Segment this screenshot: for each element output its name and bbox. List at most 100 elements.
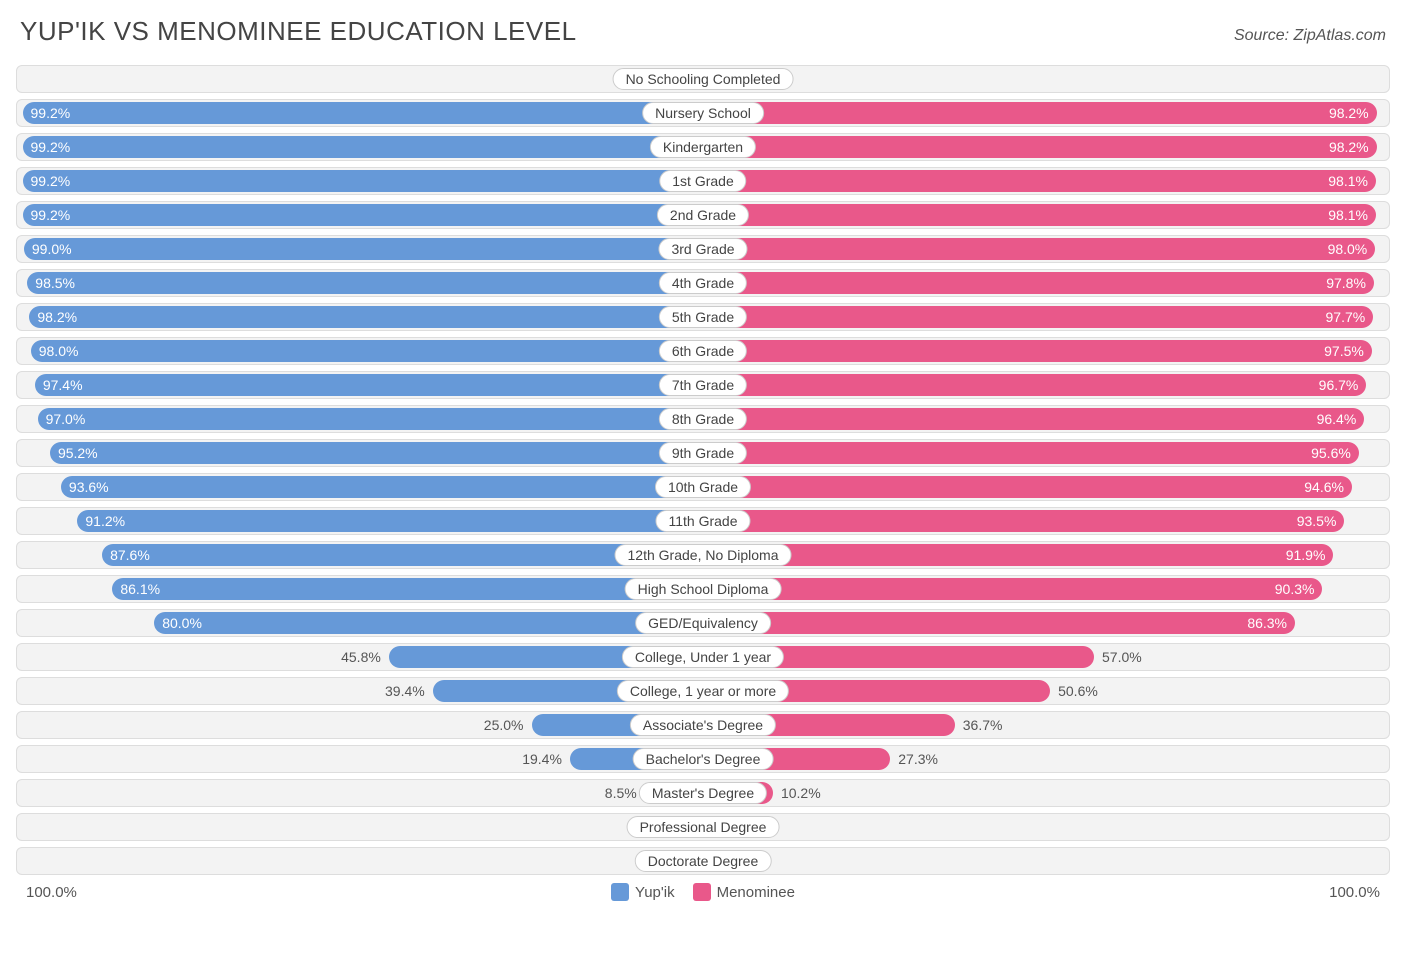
- chart-row: 99.0%98.0%3rd Grade: [16, 235, 1390, 263]
- value-label-left: 99.2%: [23, 174, 79, 188]
- value-label-left: 8.5%: [597, 786, 645, 800]
- value-label-right: 91.9%: [1278, 548, 1334, 562]
- bar-left: [77, 510, 703, 532]
- category-label: 12th Grade, No Diploma: [615, 544, 792, 566]
- value-label-left: 91.2%: [77, 514, 133, 528]
- bar-right: [703, 408, 1364, 430]
- chart-row: 45.8%57.0%College, Under 1 year: [16, 643, 1390, 671]
- bar-right: [703, 238, 1375, 260]
- value-label-left: 99.0%: [24, 242, 80, 256]
- bar-left: [23, 102, 704, 124]
- chart-row: 98.0% 97.5% 6th Grade: [16, 337, 1390, 365]
- value-label-right: 93.5%: [1289, 514, 1345, 528]
- bar-left: [29, 306, 703, 328]
- chart-row: 99.2%98.1%1st Grade: [16, 167, 1390, 195]
- value-label-right: 96.4%: [1309, 412, 1365, 426]
- source-label: Source:: [1234, 27, 1289, 44]
- bar-right: [703, 544, 1333, 566]
- butterfly-chart: 1.2%1.9%No Schooling Completed 99.2% 98.2%…: [16, 65, 1390, 875]
- value-label-left: 87.6%: [102, 548, 158, 562]
- category-label: 10th Grade: [655, 476, 751, 498]
- value-label-right: 98.1%: [1320, 208, 1376, 222]
- value-label-right: 27.3%: [890, 752, 946, 766]
- bar-right: [703, 374, 1366, 396]
- legend-item-right: Menominee: [693, 883, 795, 901]
- chart-source: Source: ZipAtlas.com: [1234, 27, 1386, 45]
- value-label-left: 95.2%: [50, 446, 106, 460]
- chart-footer: 100.0% Yup'ik Menominee 100.0%: [16, 883, 1390, 901]
- value-label-left: 80.0%: [154, 616, 210, 630]
- bar-left: [23, 170, 704, 192]
- source-name: ZipAtlas.com: [1294, 27, 1386, 44]
- chart-row: 25.0%36.7%Associate's Degree: [16, 711, 1390, 739]
- bar-left: [23, 136, 704, 158]
- bar-left: [61, 476, 703, 498]
- value-label-right: 10.2%: [773, 786, 829, 800]
- bar-left: [112, 578, 703, 600]
- value-label-left: 99.2%: [23, 140, 79, 154]
- legend: Yup'ik Menominee: [611, 883, 795, 901]
- chart-row: 93.6%94.6%10th Grade: [16, 473, 1390, 501]
- value-label-left: 86.1%: [112, 582, 168, 596]
- value-label-left: 98.0%: [31, 344, 87, 358]
- value-label-left: 19.4%: [514, 752, 570, 766]
- chart-row: 19.4%27.3%Bachelor's Degree: [16, 745, 1390, 773]
- bar-right: [703, 510, 1344, 532]
- value-label-right: 50.6%: [1050, 684, 1106, 698]
- category-label: Professional Degree: [627, 816, 780, 838]
- chart-row: 95.2%95.6%9th Grade: [16, 439, 1390, 467]
- value-label-left: 99.2%: [23, 106, 79, 120]
- category-label: College, Under 1 year: [622, 646, 784, 668]
- chart-row: 2.9%3.1%Professional Degree: [16, 813, 1390, 841]
- value-label-right: 36.7%: [955, 718, 1011, 732]
- chart-row: 39.4%50.6%College, 1 year or more: [16, 677, 1390, 705]
- bar-left: [23, 204, 704, 226]
- chart-row: 97.0% 96.4% 8th Grade: [16, 405, 1390, 433]
- value-label-right: 98.2%: [1321, 106, 1377, 120]
- chart-row: 86.1% 90.3% High School Diploma: [16, 575, 1390, 603]
- value-label-right: 98.2%: [1321, 140, 1377, 154]
- axis-right-max: 100.0%: [1329, 884, 1380, 901]
- category-label: 1st Grade: [659, 170, 746, 192]
- chart-row: 80.0%86.3%GED/Equivalency: [16, 609, 1390, 637]
- bar-right: [703, 578, 1322, 600]
- category-label: 7th Grade: [659, 374, 747, 396]
- chart-row: 99.2% 98.2% Nursery School: [16, 99, 1390, 127]
- value-label-right: 90.3%: [1267, 582, 1323, 596]
- chart-row: 1.3%1.4%Doctorate Degree: [16, 847, 1390, 875]
- category-label: 8th Grade: [659, 408, 747, 430]
- bar-right: [703, 340, 1372, 362]
- category-label: 4th Grade: [659, 272, 747, 294]
- legend-swatch-left: [611, 883, 629, 901]
- bar-right: [703, 442, 1359, 464]
- chart-row: 8.5%10.2%Master's Degree: [16, 779, 1390, 807]
- category-label: 11th Grade: [655, 510, 750, 532]
- bar-left: [38, 408, 703, 430]
- axis-left-max: 100.0%: [26, 884, 77, 901]
- category-label: High School Diploma: [625, 578, 782, 600]
- category-label: No Schooling Completed: [613, 68, 794, 90]
- chart-header: YUP'IK VS MENOMINEE EDUCATION LEVEL Sour…: [16, 16, 1390, 47]
- bar-left: [50, 442, 703, 464]
- value-label-right: 98.0%: [1320, 242, 1376, 256]
- category-label: 2nd Grade: [657, 204, 749, 226]
- category-label: Kindergarten: [650, 136, 756, 158]
- category-label: 6th Grade: [659, 340, 747, 362]
- chart-row: 87.6% 91.9% 12th Grade, No Diploma: [16, 541, 1390, 569]
- value-label-left: 99.2%: [23, 208, 79, 222]
- chart-row: 98.2%97.7%5th Grade: [16, 303, 1390, 331]
- value-label-right: 97.8%: [1318, 276, 1374, 290]
- chart-row: 98.5% 97.8% 4th Grade: [16, 269, 1390, 297]
- chart-row: 1.2%1.9%No Schooling Completed: [16, 65, 1390, 93]
- value-label-left: 98.2%: [29, 310, 85, 324]
- value-label-left: 97.0%: [38, 412, 94, 426]
- bar-right: [703, 272, 1374, 294]
- category-label: GED/Equivalency: [635, 612, 771, 634]
- value-label-right: 97.5%: [1316, 344, 1372, 358]
- value-label-left: 98.5%: [27, 276, 83, 290]
- legend-item-left: Yup'ik: [611, 883, 675, 901]
- category-label: 5th Grade: [659, 306, 747, 328]
- category-label: Doctorate Degree: [635, 850, 772, 872]
- category-label: Nursery School: [642, 102, 764, 124]
- value-label-right: 57.0%: [1094, 650, 1150, 664]
